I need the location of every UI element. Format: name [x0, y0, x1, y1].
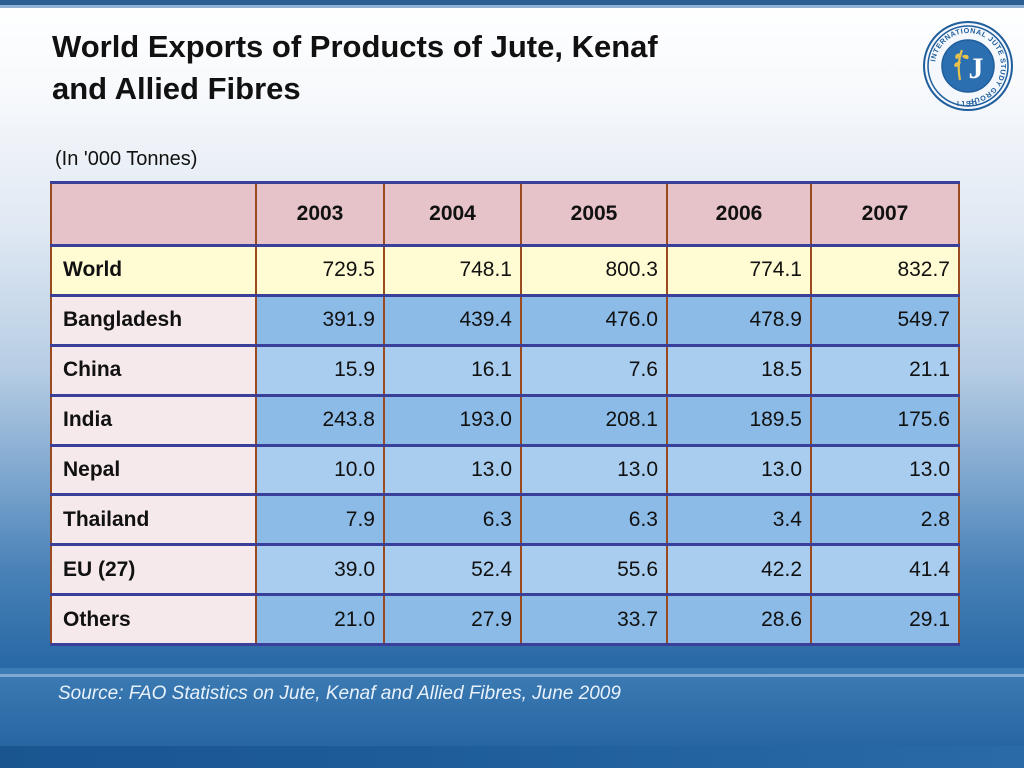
table-cell: 800.3 — [520, 244, 668, 297]
table-row: Bangladesh 391.9 439.4 476.0 478.9 549.7 — [50, 293, 960, 347]
jute-plant-icon — [954, 49, 969, 81]
table-cell: 52.4 — [383, 543, 522, 597]
table-cell: 439.4 — [383, 293, 522, 347]
page-title: World Exports of Products of Jute, Kenaf… — [52, 26, 812, 110]
header-year-cell: 2006 — [666, 181, 812, 247]
table-cell: 729.5 — [255, 244, 385, 297]
row-label: World — [50, 244, 257, 297]
table-cell: 42.2 — [666, 543, 812, 597]
table-row-world: World 729.5 748.1 800.3 774.1 832.7 — [50, 244, 960, 297]
table-cell: 16.1 — [383, 343, 522, 397]
footer-band — [0, 668, 1024, 768]
table-cell: 39.0 — [255, 543, 385, 597]
table-cell: 15.9 — [255, 343, 385, 397]
table-cell: 27.9 — [383, 593, 522, 646]
table-row: Others 21.0 27.9 33.7 28.6 29.1 — [50, 593, 960, 646]
table-cell: 243.8 — [255, 393, 385, 447]
table-cell: 18.5 — [666, 343, 812, 397]
table-cell: 10.0 — [255, 443, 385, 497]
table-cell: 3.4 — [666, 493, 812, 547]
table-cell: 175.6 — [810, 393, 960, 447]
header-corner-cell — [50, 181, 257, 247]
logo-j-mark: J — [969, 52, 984, 85]
table-cell: 41.4 — [810, 543, 960, 597]
table-row: China 15.9 16.1 7.6 18.5 21.1 — [50, 343, 960, 397]
row-label: Bangladesh — [50, 293, 257, 347]
title-line-2: and Allied Fibres — [52, 71, 301, 106]
table-cell: 549.7 — [810, 293, 960, 347]
table-cell: 55.6 — [520, 543, 668, 597]
table-cell: 13.0 — [810, 443, 960, 497]
table-cell: 13.0 — [383, 443, 522, 497]
table-cell: 208.1 — [520, 393, 668, 447]
table-cell: 13.0 — [666, 443, 812, 497]
footer-step-band — [0, 746, 1024, 768]
table-cell: 7.6 — [520, 343, 668, 397]
table-cell: 391.9 — [255, 293, 385, 347]
source-note: Source: FAO Statistics on Jute, Kenaf an… — [58, 683, 621, 704]
table-row: India 243.8 193.0 208.1 189.5 175.6 — [50, 393, 960, 447]
unit-label: (In '000 Tonnes) — [55, 148, 198, 170]
table-cell: 2.8 — [810, 493, 960, 547]
table-cell: 13.0 — [520, 443, 668, 497]
table-row: Nepal 10.0 13.0 13.0 13.0 13.0 — [50, 443, 960, 497]
table-header-row: 2003 2004 2005 2006 2007 — [50, 181, 960, 247]
row-label: India — [50, 393, 257, 447]
table-cell: 21.1 — [810, 343, 960, 397]
title-line-1: World Exports of Products of Jute, Kenaf — [52, 29, 658, 64]
table-cell: 748.1 — [383, 244, 522, 297]
table-cell: 33.7 — [520, 593, 668, 646]
top-accent-bar — [0, 0, 1024, 5]
footer-accent-line — [0, 674, 1024, 677]
table-row: EU (27) 39.0 52.4 55.6 42.2 41.4 — [50, 543, 960, 597]
header-year-cell: 2004 — [383, 181, 522, 247]
table-row: Thailand 7.9 6.3 6.3 3.4 2.8 — [50, 493, 960, 547]
table-cell: 21.0 — [255, 593, 385, 646]
table-cell: 774.1 — [666, 244, 812, 297]
row-label: EU (27) — [50, 543, 257, 597]
table-cell: 7.9 — [255, 493, 385, 547]
table-cell: 478.9 — [666, 293, 812, 347]
row-label: Others — [50, 593, 257, 646]
row-label: Thailand — [50, 493, 257, 547]
ijsg-logo: INTERNATIONAL JUTE STUDY GROUP IJSG J — [923, 21, 1013, 111]
table-cell: 29.1 — [810, 593, 960, 646]
table-cell: 28.6 — [666, 593, 812, 646]
header-year-cell: 2005 — [520, 181, 668, 247]
table-cell: 6.3 — [383, 493, 522, 547]
table-cell: 6.3 — [520, 493, 668, 547]
table-cell: 832.7 — [810, 244, 960, 297]
row-label: China — [50, 343, 257, 397]
row-label: Nepal — [50, 443, 257, 497]
table-cell: 189.5 — [666, 393, 812, 447]
jute-exports-table: 2003 2004 2005 2006 2007 World 729.5 748… — [50, 181, 960, 646]
logo-initials: IJSG — [957, 101, 979, 108]
top-accent-line — [0, 5, 1024, 8]
header-year-cell: 2007 — [810, 181, 960, 247]
header-year-cell: 2003 — [255, 181, 385, 247]
table-cell: 476.0 — [520, 293, 668, 347]
table-cell: 193.0 — [383, 393, 522, 447]
